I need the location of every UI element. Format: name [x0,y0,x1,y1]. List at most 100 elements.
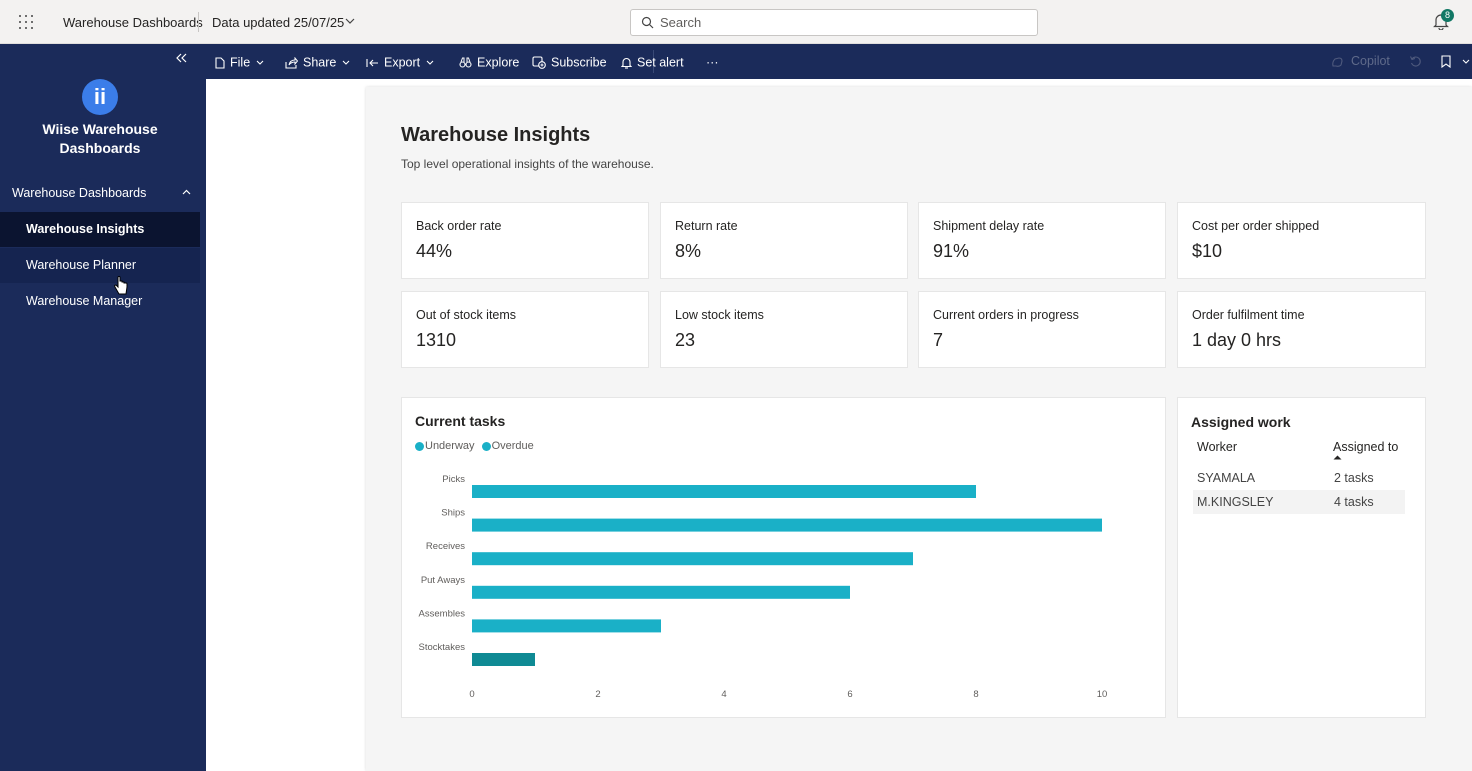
kpi-label: Cost per order shipped [1192,219,1320,233]
cell-worker: SYAMALA [1197,471,1256,485]
kpi-card-order-fulfilment-time[interactable]: Order fulfilment time 1 day 0 hrs [1177,291,1426,368]
bar [472,552,913,566]
current-tasks-chart[interactable]: Current tasks Underway Overdue Picks Ship… [401,397,1166,718]
copilot-icon [1332,57,1343,67]
set-alert-button[interactable]: Set alert [621,54,684,70]
search-input[interactable]: Search [630,9,1038,36]
bar [472,653,535,666]
refresh-icon[interactable] [1409,55,1422,68]
collapse-sidebar-icon[interactable] [176,53,187,63]
kpi-card-low-stock[interactable]: Low stock items 23 [660,291,908,368]
kpi-label: Back order rate [416,219,502,233]
sidebar-item-warehouse-insights[interactable]: Warehouse Insights [0,212,200,247]
cell-worker: M.KINGSLEY [1197,495,1274,509]
column-header-worker[interactable]: Worker [1197,440,1238,454]
table-row[interactable]: M.KINGSLEY 4 tasks [1193,490,1405,514]
app-launcher-icon[interactable] [18,14,34,30]
kpi-card-current-orders[interactable]: Current orders in progress 7 [918,291,1166,368]
category-label: Receives [426,541,465,552]
sidebar-item-warehouse-planner[interactable]: Warehouse Planner [0,248,200,283]
brand-title: Wiise Warehouse Dashboards [42,121,158,156]
kpi-value: 23 [675,330,696,350]
sidebar-item-label: Warehouse Planner [26,258,137,272]
chevron-up-icon[interactable] [182,189,191,195]
kpi-value: 8% [675,241,702,261]
kpi-value: 7 [933,330,944,350]
table-row[interactable]: SYAMALA 2 tasks [1193,466,1405,490]
kpi-card-return-rate[interactable]: Return rate 8% [660,202,908,279]
column-header-assigned-to[interactable]: Assigned to [1333,440,1399,454]
data-updated-label[interactable]: Data updated 25/07/25 [212,15,345,30]
copilot-button[interactable]: Copilot [1351,54,1390,68]
more-options-button[interactable]: ··· [706,55,719,70]
bar [472,518,1102,532]
assigned-work-table[interactable]: Assigned work Worker Assigned to SYAMALA… [1177,397,1426,718]
chevron-down-icon[interactable] [1462,59,1470,64]
file-menu-button[interactable]: File [215,54,264,70]
bell-icon [621,57,632,69]
chart-title: Current tasks [415,413,506,429]
hand-cursor-icon [114,276,128,295]
sort-ascending-icon[interactable] [1333,455,1342,460]
x-tick-label: 10 [1097,689,1108,700]
bookmark-icon[interactable] [1441,55,1451,68]
x-tick-label: 2 [595,689,600,700]
bar [472,585,850,599]
binoculars-icon [459,57,472,68]
brand-logo: ii [82,79,118,115]
x-tick-label: 8 [973,689,978,700]
chevron-down-icon [256,60,264,65]
subscribe-icon [532,56,546,70]
report-toolbar: File Share Export Explore Subscribe Set … [206,44,1472,79]
page-title: Warehouse Insights [401,124,591,146]
share-menu-button[interactable]: Share [285,54,350,70]
x-tick-label: 0 [469,689,474,700]
kpi-card-shipment-delay-rate[interactable]: Shipment delay rate 91% [918,202,1166,279]
kpi-value: $10 [1192,241,1223,261]
page-subtitle: Top level operational insights of the wa… [401,157,654,171]
kpi-value: 1310 [416,330,457,350]
chart-plot: Picks Ships Receives Put Aways Assembles Stoc… [419,474,1108,700]
kpi-card-cost-per-order[interactable]: Cost per order shipped $10 [1177,202,1426,279]
search-placeholder: Search [660,15,702,30]
kpi-label: Low stock items [675,308,764,322]
top-bar: Warehouse Dashboards Data updated 25/07/… [0,0,1472,44]
app-title[interactable]: Warehouse Dashboards [63,15,203,30]
bar [472,619,661,633]
chevron-down-icon [342,60,350,65]
kpi-card-back-order-rate[interactable]: Back order rate 44% [401,202,649,279]
category-label: Ships [441,508,465,519]
kpi-label: Return rate [675,219,738,233]
kpi-label: Current orders in progress [933,308,1079,322]
export-icon [366,58,378,67]
sidebar-section-title[interactable]: Warehouse Dashboards [12,186,147,200]
table-title: Assigned work [1191,414,1291,430]
category-label: Put Aways [421,575,465,586]
x-tick-label: 4 [721,689,726,700]
sidebar: ii Wiise Warehouse Dashboards Warehouse … [0,44,206,771]
cell-assigned: 2 tasks [1334,471,1374,485]
cell-assigned: 4 tasks [1334,495,1374,509]
kpi-value: 1 day 0 hrs [1192,330,1282,350]
legend-swatch-overdue [481,441,491,451]
category-label: Assembles [419,608,466,619]
notification-badge: 8 [1441,9,1454,22]
chart-legend[interactable]: Underway Overdue [415,440,538,452]
legend-swatch-underway [415,441,424,451]
kpi-value: 44% [416,241,453,261]
kpi-label: Out of stock items [416,308,517,322]
kpi-label: Order fulfilment time [1192,308,1305,322]
subscribe-button[interactable]: Subscribe [532,54,607,70]
export-menu-button[interactable]: Export [366,54,434,70]
divider [198,12,199,32]
category-label: Stocktakes [419,642,466,653]
kpi-label: Shipment delay rate [933,219,1045,233]
chevron-down-icon[interactable] [345,17,355,25]
explore-button[interactable]: Explore [459,54,519,70]
sidebar-item-warehouse-manager[interactable]: Warehouse Manager [0,284,200,319]
bar [472,485,976,498]
kpi-value: 91% [933,241,970,261]
category-label: Picks [442,474,465,485]
legend-item-underway: Underway [425,440,475,453]
kpi-card-out-of-stock[interactable]: Out of stock items 1310 [401,291,649,368]
